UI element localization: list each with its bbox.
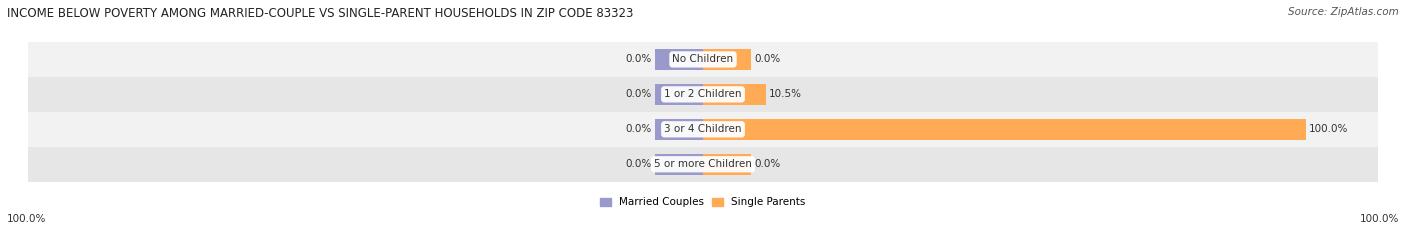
Text: 0.0%: 0.0% [626,55,652,64]
Text: 10.5%: 10.5% [769,89,803,99]
Text: 100.0%: 100.0% [1360,214,1399,224]
Text: 0.0%: 0.0% [626,159,652,169]
Bar [28,112,1378,147]
Bar [703,154,751,175]
Text: 3 or 4 Children: 3 or 4 Children [664,124,742,134]
Text: 100.0%: 100.0% [7,214,46,224]
Bar [655,49,703,70]
Bar [655,154,703,175]
Text: 0.0%: 0.0% [754,55,780,64]
Bar [28,147,1378,182]
Text: 0.0%: 0.0% [626,89,652,99]
Text: 0.0%: 0.0% [754,159,780,169]
Bar [28,42,1378,77]
Text: 0.0%: 0.0% [626,124,652,134]
Text: No Children: No Children [672,55,734,64]
Text: 1 or 2 Children: 1 or 2 Children [664,89,742,99]
Bar [703,84,766,105]
Bar [28,77,1378,112]
Bar [655,84,703,105]
Bar [703,119,1306,140]
Legend: Married Couples, Single Parents: Married Couples, Single Parents [600,197,806,207]
Text: INCOME BELOW POVERTY AMONG MARRIED-COUPLE VS SINGLE-PARENT HOUSEHOLDS IN ZIP COD: INCOME BELOW POVERTY AMONG MARRIED-COUPL… [7,7,634,20]
Text: 100.0%: 100.0% [1309,124,1348,134]
Bar [655,119,703,140]
Text: Source: ZipAtlas.com: Source: ZipAtlas.com [1288,7,1399,17]
Text: 5 or more Children: 5 or more Children [654,159,752,169]
Bar [703,49,751,70]
